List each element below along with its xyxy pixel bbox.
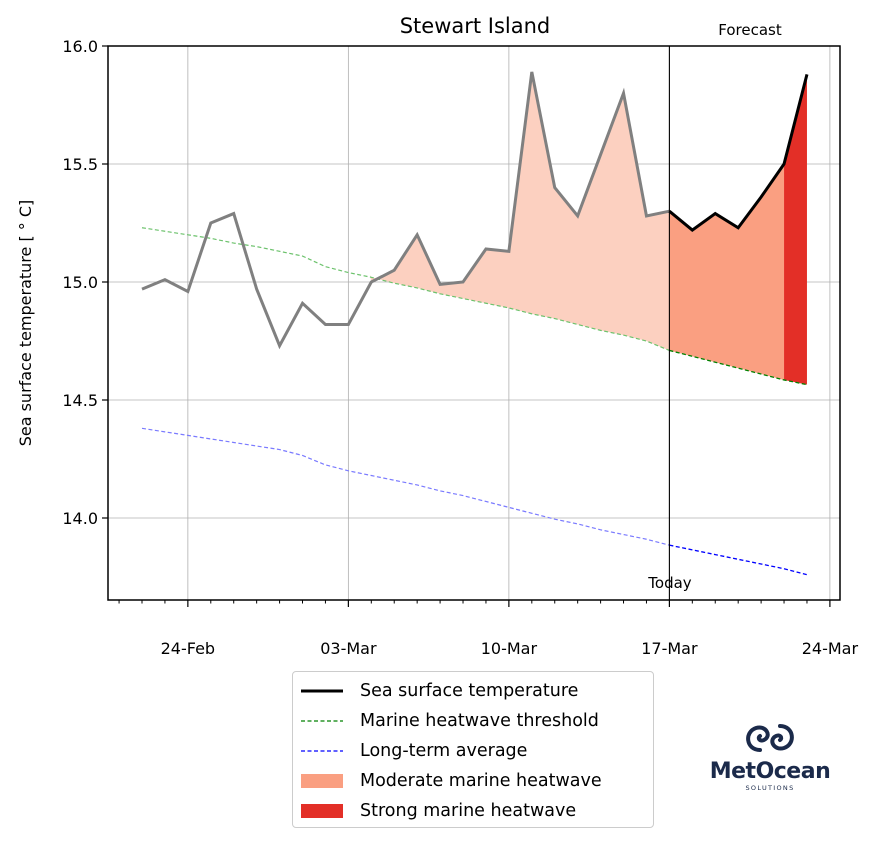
x-axis: 24-Feb 03-Mar 10-Mar 17-Mar 24-Mar — [118, 600, 859, 658]
series-lines — [141, 46, 809, 600]
legend-item-sst: Sea surface temperature — [293, 676, 653, 706]
legend-item-strong: Strong marine heatwave — [293, 796, 653, 826]
y-axis: 14.0 14.5 15.0 15.5 16.0 — [62, 37, 108, 528]
y-tick-label: 14.5 — [62, 391, 98, 410]
color-patch-icon — [301, 766, 343, 796]
solid-line-icon — [301, 676, 343, 706]
x-tick-label: 24-Mar — [802, 639, 859, 658]
x-tick-label: 17-Mar — [641, 639, 698, 658]
legend-label: Marine heatwave threshold — [360, 711, 599, 731]
x-tick-label: 10-Mar — [481, 639, 538, 658]
legend-label: Sea surface temperature — [360, 681, 579, 701]
y-tick-label: 15.0 — [62, 273, 98, 292]
y-tick-label: 14.0 — [62, 509, 98, 528]
legend-item-average: Long-term average — [293, 736, 653, 766]
y-axis-label: Sea surface temperature [ ° C] — [16, 200, 35, 447]
metocean-logo: MetOcean SOLUTIONS — [706, 722, 834, 802]
y-tick-label: 15.5 — [62, 155, 98, 174]
forecast-label: Forecast — [718, 21, 782, 39]
logo-subtitle: SOLUTIONS — [745, 784, 795, 792]
legend-label: Long-term average — [360, 741, 528, 761]
legend-label: Moderate marine heatwave — [360, 771, 602, 791]
dashed-line-icon — [301, 736, 343, 766]
color-patch-icon — [301, 796, 343, 826]
swirl-logo-icon — [746, 724, 794, 752]
logo-wordmark: MetOcean — [709, 759, 831, 784]
today-label: Today — [647, 574, 692, 592]
legend: Sea surface temperature Marine heatwave … — [292, 671, 654, 828]
heatwave-fills — [370, 71, 807, 385]
chart-title: Stewart Island — [400, 14, 551, 38]
axes-frame — [107, 45, 841, 601]
y-tick-label: 16.0 — [62, 37, 98, 56]
x-tick-label: 03-Mar — [320, 639, 377, 658]
legend-item-threshold: Marine heatwave threshold — [293, 706, 653, 736]
legend-label: Strong marine heatwave — [360, 801, 577, 821]
plot-area — [108, 45, 840, 600]
legend-item-moderate: Moderate marine heatwave — [293, 766, 653, 796]
dashed-line-icon — [301, 706, 343, 736]
x-tick-label: 24-Feb — [161, 639, 215, 658]
